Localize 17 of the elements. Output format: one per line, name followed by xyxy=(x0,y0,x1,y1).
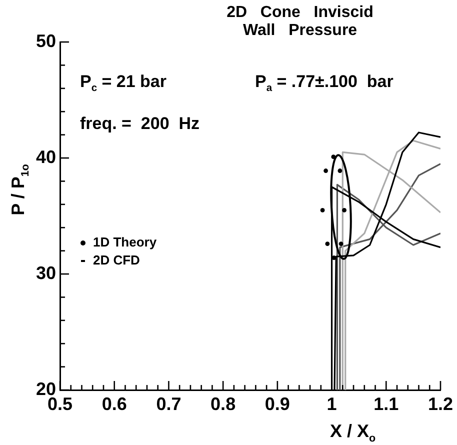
x-tick-label: 0.6 xyxy=(102,394,127,414)
y-tick-label: 50 xyxy=(36,30,56,51)
chart-title: 2D Cone Inviscid Wall Pressure xyxy=(226,4,374,40)
y-tick-label: 30 xyxy=(36,262,56,283)
x-tick-label: 1 xyxy=(326,394,337,414)
x-axis-title: X / X$_{o}$ xyxy=(330,421,376,444)
x-tick-label: 1.2 xyxy=(428,394,454,414)
x-tick-label: 0.9 xyxy=(264,394,290,414)
legend-label: 2D CFD xyxy=(93,252,140,268)
y-tick-label: 40 xyxy=(36,146,56,167)
annotation: P$_{a}$ = .77±.100 bar xyxy=(255,72,394,94)
x-tick-label: 0.7 xyxy=(156,394,182,414)
legend-label: 1D Theory xyxy=(93,234,158,250)
annotation: freq. = 200 Hz xyxy=(80,114,200,134)
annotation: P$_{c}$ = 21 bar xyxy=(80,72,166,94)
x-tick-label: 0.8 xyxy=(210,394,236,414)
x-tick-label: 1.1 xyxy=(374,394,399,414)
